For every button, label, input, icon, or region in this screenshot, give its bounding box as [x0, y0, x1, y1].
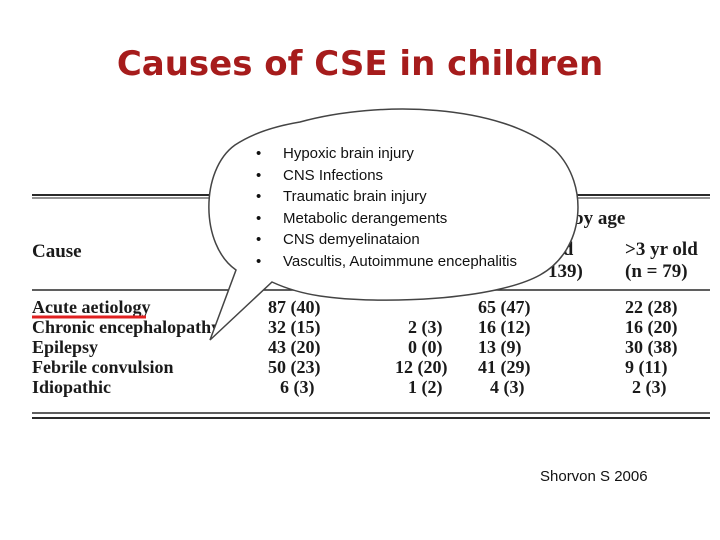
list-item-text: Metabolic derangements [283, 209, 448, 227]
row-cause: Febrile convulsion [32, 357, 174, 377]
slide-title: Causes of CSE in children [116, 44, 604, 84]
list-item: • Hypoxic brain injury [250, 143, 517, 165]
table-header-by-age: by age [573, 208, 625, 229]
row-c4: 16 (20) [625, 317, 678, 338]
row-total: 32 (15) [268, 317, 321, 338]
list-item: • Traumatic brain injury [250, 186, 517, 208]
row-cause: Acute aetiology [32, 297, 150, 317]
bullet-icon: • [256, 188, 262, 206]
list-item-text: Traumatic brain injury [283, 188, 427, 206]
table-header-col4-n: (n = 79) [625, 261, 688, 282]
row-total: 50 (23) [268, 357, 321, 378]
table-row: Chronic encephalopathy 32 (15) 2 (3) 16 … [32, 317, 678, 338]
list-item-text: Vascultis, Autoimmune encephalitis [283, 252, 518, 270]
list-item: • CNS Infections [250, 165, 517, 187]
list-item: • CNS demyelinataion [250, 229, 517, 251]
table-row: Idiopathic 6 (3) 1 (2) 4 (3) 2 (3) [32, 377, 667, 398]
bullet-icon: • [256, 252, 262, 270]
list-item: • Metabolic derangements [250, 208, 517, 230]
table-header-col4: >3 yr old [625, 239, 698, 260]
row-c4: 9 (11) [625, 357, 668, 378]
list-item-text: CNS Infections [283, 166, 384, 184]
row-c3: 65 (47) [478, 297, 531, 318]
row-c2: 1 (2) [408, 377, 443, 398]
row-c4: 30 (38) [625, 337, 678, 358]
table-row: Febrile convulsion 50 (23) 12 (20) 41 (2… [32, 357, 668, 378]
row-c3: 4 (3) [490, 377, 525, 398]
row-c3: 41 (29) [478, 357, 531, 378]
bullet-icon: • [256, 231, 262, 249]
row-c3: 16 (12) [478, 317, 531, 338]
row-c3: 13 (9) [478, 337, 522, 358]
speech-bubble-shape [208, 108, 579, 341]
table-row: Epilepsy 43 (20) 0 (0) 13 (9) 30 (38) [32, 337, 678, 358]
table-header-col3-n: 139) [548, 261, 583, 282]
bullet-icon: • [256, 209, 262, 227]
row-total: 43 (20) [268, 337, 321, 358]
row-c4: 2 (3) [632, 377, 667, 398]
table-row: Acute aetiology 87 (40) 65 (47) 22 (28) [32, 297, 678, 318]
row-cause: Idiopathic [32, 377, 111, 397]
row-c2: 0 (0) [408, 337, 443, 358]
row-total: 6 (3) [280, 377, 315, 398]
row-c4: 22 (28) [625, 297, 678, 318]
callout-list: • Hypoxic brain injury • CNS Infections • T… [250, 143, 517, 272]
bullet-icon: • [256, 145, 262, 163]
list-item: • Vascultis, Autoimmune encephalitis [250, 251, 517, 273]
row-total: 87 (40) [268, 297, 321, 318]
table-header-cause: Cause [32, 241, 82, 262]
row-c2: 2 (3) [408, 317, 443, 338]
list-item-text: CNS demyelinataion [283, 231, 420, 249]
list-item-text: Hypoxic brain injury [283, 145, 414, 163]
row-cause: Epilepsy [32, 337, 98, 357]
row-cause: Chronic encephalopathy [32, 317, 220, 337]
row-c2: 12 (20) [395, 357, 448, 378]
bullet-icon: • [256, 166, 262, 184]
citation: Shorvon S 2006 [540, 468, 648, 485]
